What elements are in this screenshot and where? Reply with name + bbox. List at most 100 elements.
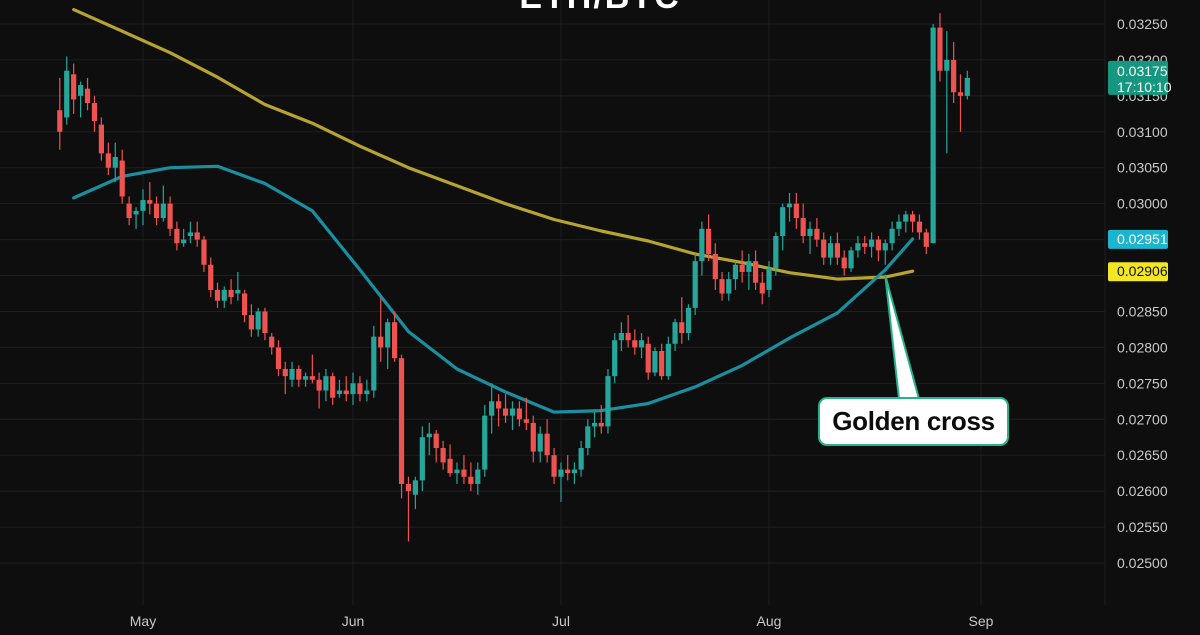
candle-body	[834, 243, 840, 258]
candle	[405, 476, 412, 542]
candle-body	[930, 27, 936, 244]
candle-body	[454, 469, 460, 474]
candle-body	[719, 279, 725, 294]
candle-body	[665, 343, 671, 377]
candle-body	[398, 358, 405, 484]
candle-body	[371, 336, 377, 391]
candle-body	[78, 85, 84, 96]
x-tick-label: May	[130, 613, 156, 629]
candle-body	[565, 469, 571, 474]
price-label-value: 0.02951	[1117, 231, 1168, 247]
candle	[160, 185, 166, 222]
candle-body	[126, 203, 132, 219]
candle-body	[544, 433, 550, 456]
candle	[814, 218, 820, 247]
candle-body	[964, 77, 970, 96]
candle-body	[509, 408, 516, 416]
candle	[482, 404, 488, 477]
candle-body	[296, 368, 302, 380]
ma-slow-line	[72, 8, 915, 281]
candle	[140, 189, 146, 226]
golden-cross-callout: Golden cross	[818, 397, 1009, 446]
candle-body	[746, 261, 752, 272]
candle-body	[357, 383, 363, 395]
candle	[343, 376, 349, 402]
candle	[551, 448, 557, 484]
x-tick-label: Jul	[552, 613, 570, 629]
candle	[591, 412, 598, 438]
candle-body	[814, 228, 820, 240]
candle-body	[309, 376, 315, 380]
candle	[187, 221, 194, 244]
candle	[133, 207, 139, 229]
candle	[296, 365, 302, 387]
candle-body	[793, 203, 799, 219]
candle-body	[523, 419, 529, 423]
candle-body	[405, 483, 412, 492]
candle	[625, 315, 631, 348]
candle	[746, 253, 752, 290]
candle-body	[786, 203, 793, 208]
candle	[194, 221, 200, 247]
candle	[571, 462, 578, 484]
candle-body	[378, 336, 384, 348]
candle	[371, 325, 377, 398]
candle-body	[739, 264, 745, 272]
candle-body	[255, 311, 261, 330]
candle-body	[194, 232, 200, 240]
candle	[786, 192, 793, 222]
candle-body	[302, 376, 309, 380]
candle	[726, 271, 732, 301]
candle	[262, 307, 268, 341]
candle-body	[679, 322, 685, 334]
candle	[357, 376, 363, 402]
candle-body	[672, 322, 678, 344]
axes: 0.02500 0.02550 0.02600 0.02650 0.02700 0.027…	[130, 16, 1168, 629]
candle-body	[502, 408, 509, 416]
y-tick-label: 0.02850	[1117, 303, 1168, 319]
candle	[364, 379, 370, 402]
candle-body	[343, 390, 349, 395]
y-tick-label: 0.02600	[1117, 483, 1168, 499]
candle	[964, 70, 970, 100]
candle	[153, 196, 160, 226]
candle-body	[951, 59, 957, 93]
candle	[645, 336, 651, 380]
candle	[752, 250, 759, 290]
candle-body	[336, 390, 343, 395]
candle	[780, 203, 786, 251]
callout-pointer	[884, 274, 920, 402]
candle-body	[187, 232, 194, 237]
candle	[112, 142, 118, 183]
candle	[612, 333, 618, 384]
candle	[509, 401, 516, 431]
candle-body	[868, 239, 875, 247]
candle-body	[618, 333, 624, 341]
candle-body	[214, 289, 221, 301]
price-label-bg	[1108, 262, 1168, 282]
candle-body	[419, 437, 425, 481]
candle	[378, 297, 384, 362]
candle	[461, 455, 467, 484]
candle-body	[759, 282, 765, 294]
candle-body	[937, 27, 943, 71]
candle-body	[269, 336, 275, 348]
callout-pointer-shape	[884, 274, 920, 400]
candle	[468, 462, 474, 492]
candle	[739, 250, 745, 283]
candle-body	[105, 153, 111, 168]
candle	[530, 415, 536, 463]
candle	[174, 221, 180, 251]
candle-body	[201, 239, 207, 265]
candle-body	[923, 232, 929, 247]
candle	[544, 419, 550, 463]
candle	[167, 196, 173, 237]
candle	[228, 279, 234, 305]
candle-body	[659, 350, 665, 377]
candle	[496, 394, 502, 427]
candle-body	[447, 458, 453, 474]
candle	[119, 149, 125, 204]
candles	[57, 13, 970, 542]
candle	[712, 243, 718, 290]
